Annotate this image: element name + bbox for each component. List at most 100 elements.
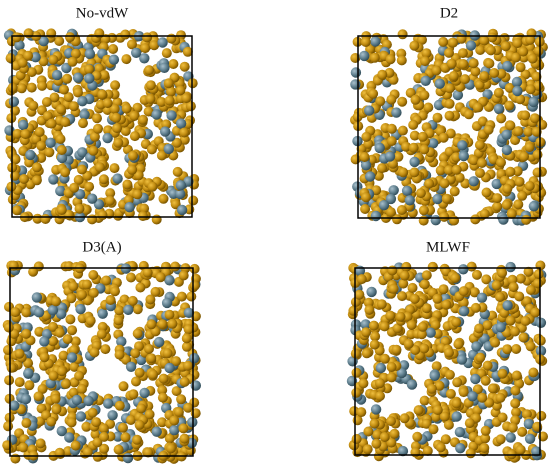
atom (157, 37, 168, 48)
atom (379, 321, 390, 332)
atom (157, 385, 168, 396)
atom (479, 208, 490, 219)
atom (514, 176, 525, 187)
atom (6, 362, 17, 373)
atom (474, 323, 485, 334)
atom (512, 38, 523, 49)
atom (84, 73, 95, 84)
atom (112, 431, 124, 442)
atom (82, 279, 92, 290)
atom (56, 145, 67, 155)
atom (533, 80, 544, 91)
atom (493, 87, 504, 98)
atom (40, 214, 51, 224)
atom (528, 201, 540, 212)
atom (350, 67, 362, 78)
atom (511, 76, 523, 88)
atom (370, 210, 382, 222)
atom (435, 165, 446, 176)
atom (356, 407, 367, 418)
atom (10, 453, 21, 464)
atom (379, 432, 390, 442)
atom (72, 72, 84, 83)
atom (124, 202, 135, 213)
atom (114, 305, 125, 316)
atom (410, 345, 421, 355)
atom (350, 53, 361, 63)
atom (121, 54, 132, 65)
atom (158, 373, 169, 384)
atom (487, 32, 498, 43)
atom (515, 62, 526, 73)
atom (107, 410, 118, 421)
atom (120, 432, 131, 443)
atom (179, 376, 190, 387)
atom (452, 377, 463, 388)
atom (18, 119, 29, 131)
atom (56, 308, 67, 320)
atom (513, 199, 524, 210)
atom (511, 52, 521, 63)
atom (523, 126, 534, 137)
atom (67, 56, 78, 67)
atom (482, 360, 493, 371)
atom (441, 299, 452, 310)
atom (419, 343, 430, 354)
atom (439, 411, 450, 422)
atom (60, 167, 71, 178)
atom (524, 433, 536, 444)
atom (166, 443, 176, 454)
atom (157, 392, 168, 403)
atom (458, 264, 469, 275)
atom (179, 127, 190, 138)
atom (170, 261, 181, 272)
atom (91, 417, 102, 428)
atom (4, 375, 15, 386)
atom (463, 109, 474, 120)
atom (54, 36, 65, 46)
atom (458, 387, 469, 398)
atom (181, 341, 192, 352)
atom (3, 322, 14, 333)
atom (399, 413, 410, 424)
atom (10, 307, 21, 318)
atom (189, 263, 200, 274)
atom (455, 443, 466, 454)
atom (430, 320, 441, 330)
atom (484, 58, 495, 69)
atom (21, 328, 32, 339)
atom (497, 412, 508, 423)
atom (71, 394, 83, 406)
atom (493, 103, 505, 115)
atom (510, 385, 521, 396)
atom (434, 78, 445, 89)
atom (496, 157, 506, 168)
atom (30, 52, 41, 63)
atom (132, 189, 143, 200)
atom (397, 96, 408, 107)
atom (145, 294, 156, 305)
atom (511, 370, 522, 381)
atom (360, 37, 371, 47)
atom (34, 127, 45, 137)
atom (425, 327, 436, 338)
atom (129, 131, 140, 142)
atom (417, 321, 428, 332)
atom (125, 361, 137, 372)
atom (454, 172, 465, 183)
atom (525, 341, 536, 352)
atom (113, 315, 124, 326)
atom (386, 94, 397, 105)
atom (471, 341, 482, 352)
atom (179, 134, 190, 145)
atom (491, 178, 502, 190)
atom (432, 293, 443, 304)
atom (139, 387, 150, 399)
atom (536, 410, 547, 421)
atom (407, 282, 418, 293)
atom (475, 45, 486, 55)
atom (429, 370, 440, 381)
atom (451, 164, 462, 175)
atom (505, 166, 516, 177)
atom (48, 370, 59, 381)
